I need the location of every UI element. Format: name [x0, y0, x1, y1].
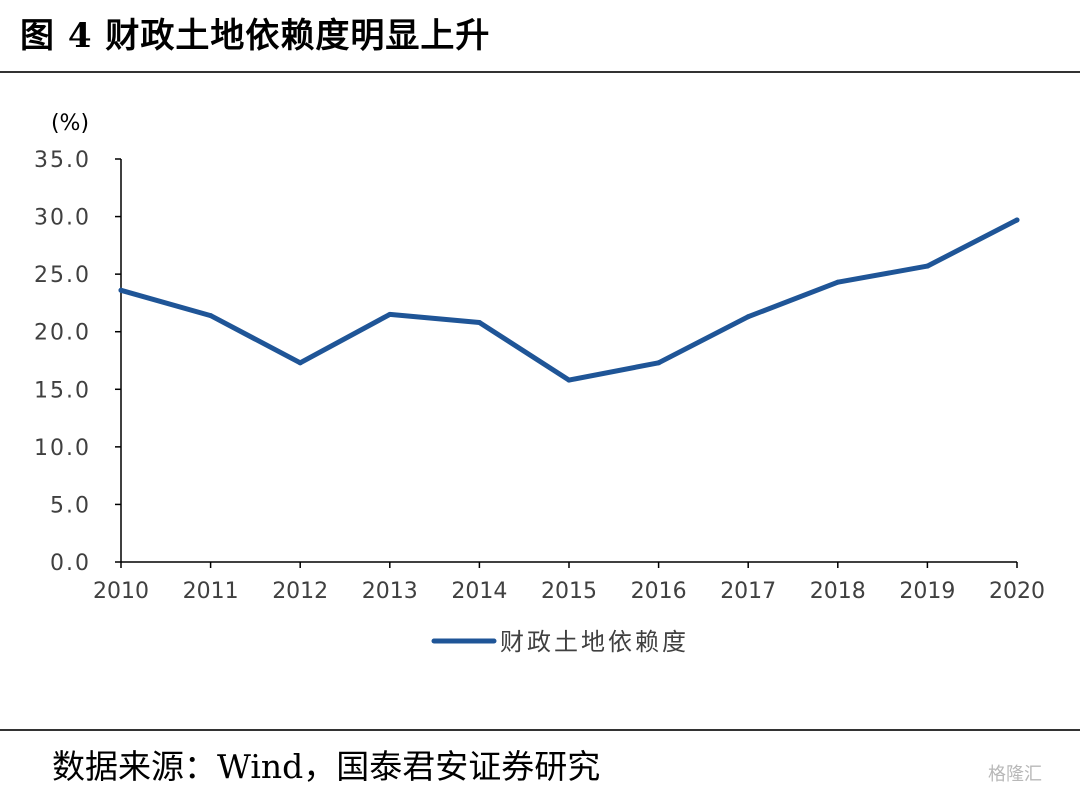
data-point [208, 313, 214, 319]
y-tick-label: 10.0 [34, 436, 91, 461]
data-point [118, 287, 124, 293]
y-tick-label: 15.0 [34, 378, 91, 403]
top-rule [0, 71, 1080, 73]
y-axis-unit-label: (%) [51, 111, 89, 136]
watermark-logo: 格隆汇 [988, 764, 1042, 785]
x-tick-label: 2012 [272, 579, 328, 604]
bottom-rule [0, 729, 1080, 731]
x-tick-label: 2015 [541, 579, 597, 604]
series-layer [118, 217, 1020, 383]
line-chart: (%)0.05.010.015.020.025.030.035.0 2010 20… [34, 111, 1045, 656]
data-point [566, 377, 572, 383]
data-point [656, 360, 662, 366]
x-tick-label: 2020 [989, 579, 1045, 604]
data-point [387, 311, 393, 317]
y-tick-label: 30.0 [34, 206, 91, 231]
y-tick-label: 20.0 [34, 321, 91, 346]
x-tick-label: 2019 [899, 579, 955, 604]
legend: 财政土地依赖度 [431, 628, 689, 656]
data-point [924, 263, 930, 269]
data-point [297, 360, 303, 366]
x-tick-label: 2016 [631, 579, 687, 604]
x-tick-label: 2010 [93, 579, 149, 604]
y-tick-label: 35.0 [34, 148, 91, 173]
figure-title: 图 4 财政土地依赖度明显上升 [20, 16, 491, 56]
data-point [1014, 217, 1020, 223]
y-tick-label: 0.0 [50, 551, 91, 576]
x-tick-label: 2011 [183, 579, 239, 604]
y-axis: (%) 0.0 5.0 10.0 15.0 20.0 25.0 30.0 35.0 [34, 111, 122, 576]
series-line [118, 217, 1020, 383]
x-tick-label: 2018 [810, 579, 866, 604]
x-tick-label: 2014 [451, 579, 507, 604]
data-point [476, 320, 482, 326]
data-point [745, 314, 751, 320]
x-axis: 2010 2011 2012 2013 2014 2015 2016 2017 2018 2019… [93, 561, 1045, 604]
legend-label: 财政土地依赖度 [500, 628, 689, 656]
y-tick-label: 5.0 [50, 493, 91, 518]
x-tick-label: 2013 [362, 579, 418, 604]
x-tick-label: 2017 [720, 579, 776, 604]
y-tick-label: 25.0 [34, 263, 91, 288]
source-note: 数据来源：Wind，国泰君安证券研究 [52, 747, 601, 786]
data-point [835, 279, 841, 285]
